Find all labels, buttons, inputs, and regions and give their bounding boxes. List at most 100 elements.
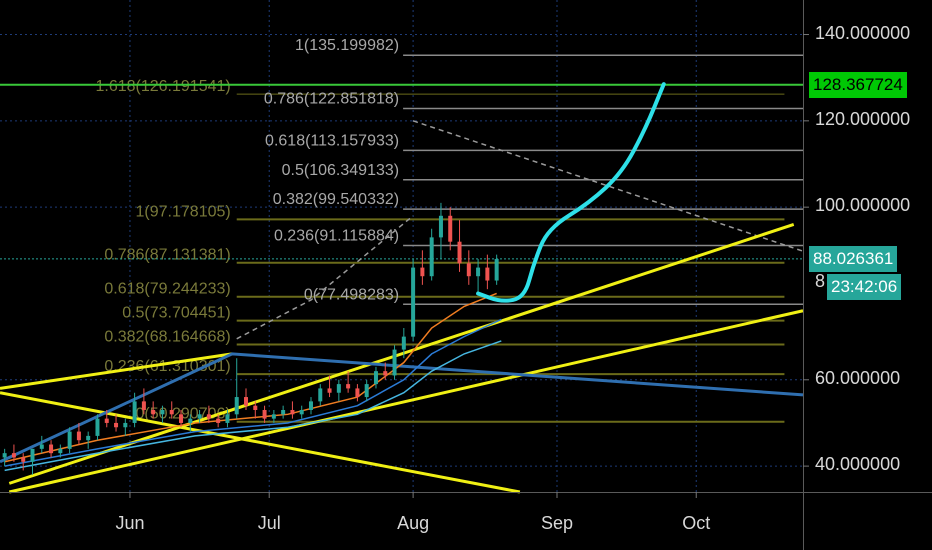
fib-upper-label: 1(135.199982) (295, 37, 399, 54)
fib-upper-label: 0.5(106.349133) (282, 162, 399, 179)
candle-body (327, 388, 332, 393)
candle-body (114, 422, 119, 428)
fib-lower-levels: 1.618(126.191541) 1(97.178105) 0.786(87.13… (95, 78, 785, 423)
fib-upper-levels: 1(135.199982) 0.786(122.851818) 0.618(113.… (264, 37, 803, 306)
fib-lower-label: 1.618(126.191541) (95, 78, 230, 95)
yellow-trendline (0, 391, 521, 494)
price-axis[interactable]: 40.000000 60.000000 100.000000 120.000000 14… (803, 0, 932, 492)
candle-body (197, 414, 202, 419)
yellow-trendline (0, 352, 233, 390)
candle-body (457, 241, 462, 264)
price-tick-label: 100.000000 (815, 195, 911, 216)
candle-body (39, 444, 44, 449)
candle-body (95, 418, 100, 436)
candle-body (67, 431, 72, 449)
fib-lower-label: 1(97.178105) (136, 203, 231, 220)
fib-upper-label: 0.382(99.540332) (273, 191, 399, 208)
price-tick-label: 40.000000 (815, 454, 901, 475)
candle-body (188, 418, 193, 423)
candle-body (58, 448, 63, 454)
time-tick-label: Aug (397, 513, 430, 533)
candle-body (420, 267, 425, 277)
candle-body (253, 405, 258, 410)
candle-body (49, 444, 54, 454)
candle-body (494, 258, 499, 281)
candle-body (151, 410, 156, 415)
projection-path[interactable] (476, 82, 666, 303)
candle-body (225, 414, 230, 423)
candle-body (244, 397, 249, 406)
candle-body (346, 384, 351, 389)
dashed-trendline (412, 120, 804, 252)
candle-body (411, 267, 416, 337)
candle-body (216, 418, 221, 423)
ma-blue (4, 318, 502, 467)
candle-body (234, 397, 239, 415)
candle-body (401, 336, 406, 350)
truncated-price-label: 8 (815, 270, 826, 291)
fib-lower-label: 0.786(87.131381) (104, 247, 230, 264)
candle-body (438, 215, 443, 238)
dashed-fib-anchor (236, 215, 414, 340)
candle-body (141, 401, 146, 410)
candle-body (123, 422, 128, 428)
candle-body (448, 215, 453, 242)
candle-body (429, 237, 434, 277)
candle-body (383, 371, 388, 376)
fib-upper-label: 0.236(91.115884) (274, 227, 399, 244)
candle-body (169, 410, 174, 415)
candle-body (271, 414, 276, 419)
candle-body (290, 410, 295, 415)
candle-body (179, 414, 184, 423)
candle-body (476, 267, 481, 277)
green-price-badge: 128.367724 (809, 71, 907, 98)
candle-body (336, 384, 341, 393)
yellow-trendline (8, 309, 804, 494)
candlesticks (2, 202, 499, 475)
candle-body (104, 418, 109, 423)
candle-body (364, 384, 369, 398)
time-tick-label: Oct (682, 513, 711, 533)
fib-lower-label: 0.5(73.704451) (122, 305, 231, 322)
candle-body (160, 410, 165, 415)
candle-body (21, 457, 26, 462)
candle-body (30, 448, 35, 462)
candle-body (373, 371, 378, 385)
candle-body (355, 388, 360, 398)
candle-body (86, 435, 91, 441)
time-tick-label: Sep (540, 513, 573, 533)
projection-curve (476, 82, 666, 303)
time-axis[interactable]: Jun Jul Aug Sep Oct (0, 492, 803, 550)
candle-body (299, 410, 304, 415)
fib-upper-label: 0.618(113.157933) (265, 132, 399, 149)
ma-lightblue (4, 340, 502, 472)
candle-body (466, 263, 471, 277)
time-tick-label: Jun (115, 513, 145, 533)
current-price-badge: 88.026361 (809, 245, 898, 272)
price-tick-label: 140.000000 (815, 22, 911, 43)
yellow-trendline (8, 222, 795, 485)
time-tick-label: Jul (257, 513, 281, 533)
price-tick-label: 120.000000 (815, 108, 911, 129)
trendline-drawings[interactable] (0, 83, 804, 494)
countdown-badge: 23:42:06 (827, 274, 902, 300)
candle-body (318, 388, 323, 402)
candle-body (11, 453, 16, 458)
candle-body (262, 410, 267, 419)
candle-body (76, 431, 81, 441)
fib-lower-label: 0.382(68.164668) (104, 329, 230, 346)
fib-upper-label: 0(77.498283) (304, 286, 399, 303)
blue-trendline (0, 352, 804, 464)
candle-body (206, 414, 211, 419)
candle-body (392, 349, 397, 376)
candle-body (281, 410, 286, 415)
candle-body (308, 401, 313, 410)
candle-body (2, 453, 7, 458)
candle-body (485, 267, 490, 281)
fib-lower-label: 0.236(61.310301) (104, 358, 230, 375)
price-tick-label: 60.000000 (815, 367, 901, 388)
fib-upper-label: 0.786(122.851818) (264, 91, 399, 108)
fib-lower-label: 0.618(79.244233) (104, 281, 230, 298)
